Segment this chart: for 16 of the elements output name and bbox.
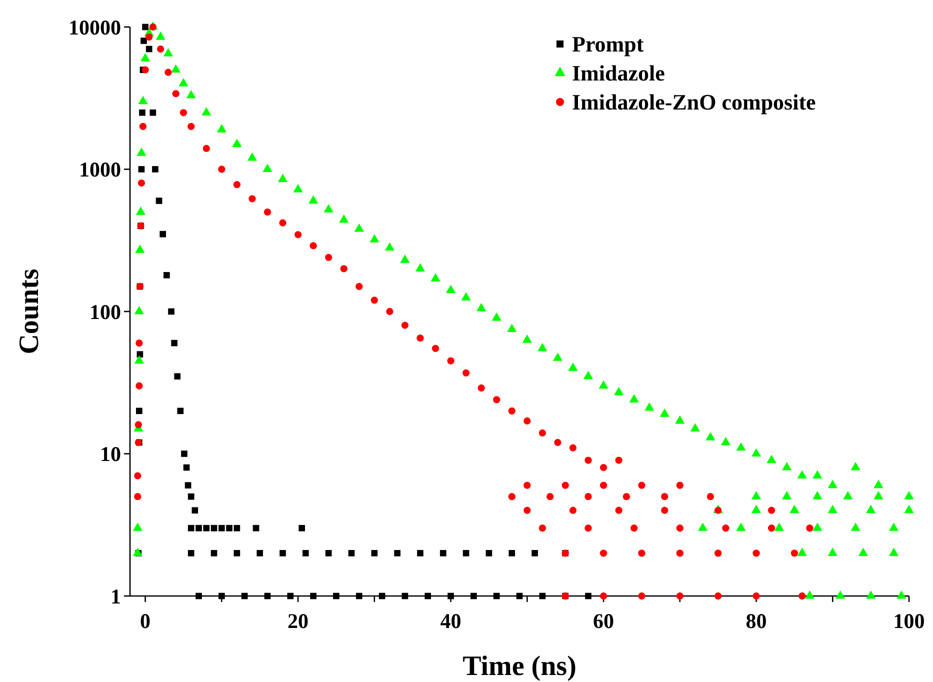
y-axis-title: Counts <box>14 268 45 354</box>
x-tick-label: 0 <box>140 609 151 634</box>
y-tick-label: 10 <box>100 442 121 466</box>
x-tick-label: 100 <box>893 609 925 634</box>
y-tick-label: 10000 <box>68 15 121 40</box>
legend-label: Imidazole <box>572 60 666 86</box>
x-tick-label: 40 <box>440 609 462 634</box>
legend-label: Imidazole-ZnO composite <box>572 90 816 115</box>
x-tick-label: 80 <box>746 609 767 634</box>
legend-label: Prompt <box>572 32 644 57</box>
x-axis-title: Time (ns) <box>462 651 576 682</box>
x-tick-label: 20 <box>288 609 309 634</box>
y-tick-label: 1000 <box>79 158 121 182</box>
x-tick-label: 60 <box>593 609 614 634</box>
y-tick-label: 100 <box>90 300 121 324</box>
y-tick-label: 1 <box>110 584 121 608</box>
